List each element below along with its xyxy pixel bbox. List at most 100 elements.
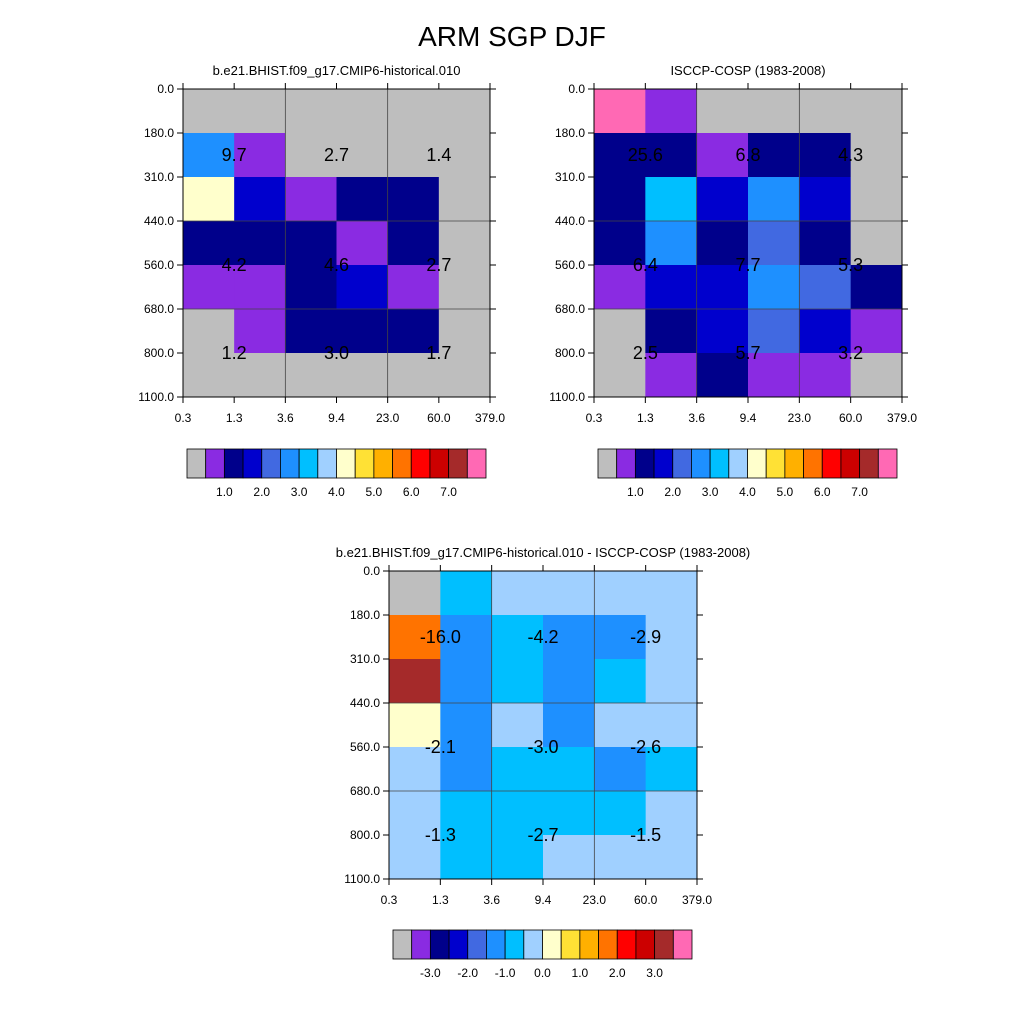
heatmap-cell <box>594 177 646 222</box>
colorbar-box <box>280 448 300 479</box>
heatmap-cell <box>285 265 337 310</box>
colorbar-box <box>672 929 693 960</box>
colorbar-box <box>765 448 786 479</box>
block-value-label: 25.6 <box>628 145 663 165</box>
heatmap-cell <box>748 265 800 310</box>
heatmap-cell <box>748 221 800 266</box>
block-value-label: 4.2 <box>222 255 247 275</box>
colorbar-box <box>223 448 244 479</box>
heatmap-cell <box>387 353 440 398</box>
colorbar-box <box>597 448 618 479</box>
heatmap-cell <box>543 835 595 880</box>
y-tick-label: 680.0 <box>144 302 174 316</box>
heatmap-cell <box>234 265 286 310</box>
colorbar-box <box>317 448 337 479</box>
heatmap-cell <box>748 177 800 222</box>
colorbar-box <box>616 448 636 479</box>
y-tick-label: 440.0 <box>350 696 380 710</box>
block-value-label: -1.5 <box>630 825 661 845</box>
y-tick-label: 0.0 <box>568 82 585 96</box>
block-value-label: -2.6 <box>630 737 661 757</box>
block-value-label: 9.7 <box>222 145 247 165</box>
heatmap-cell <box>799 133 852 178</box>
x-tick-label: 23.0 <box>788 411 812 425</box>
x-tick-label: 0.3 <box>381 893 398 907</box>
heatmap-cell <box>438 221 491 266</box>
heatmap-cell <box>183 177 235 222</box>
colorbar-label: 3.0 <box>702 485 719 499</box>
colorbar-label: 4.0 <box>328 485 345 499</box>
heatmap-panel-2: 0.0 180.0 310.0 440.0 560.0 680.0 800.0 1100.00… <box>549 63 917 499</box>
heatmap-cell <box>387 265 440 310</box>
heatmap-cell <box>594 703 647 748</box>
heatmap-cell <box>645 791 698 836</box>
colorbar-label: 0.0 <box>534 966 551 980</box>
heatmap-cell <box>799 89 852 134</box>
heatmap-cell <box>491 703 544 748</box>
x-tick-label: 60.0 <box>427 411 451 425</box>
y-tick-label: 560.0 <box>350 740 380 754</box>
colorbar-label: 1.0 <box>627 485 644 499</box>
colorbar-label: 2.0 <box>253 485 270 499</box>
colorbar-box <box>392 448 412 479</box>
colorbar-box <box>466 448 487 479</box>
heatmap-cell <box>645 571 698 616</box>
block-value-label: -2.1 <box>425 737 456 757</box>
heatmap-cell <box>234 221 286 266</box>
x-tick-label: 379.0 <box>682 893 712 907</box>
x-tick-label: 0.3 <box>586 411 603 425</box>
colorbar: 1.0 2.0 3.0 4.0 5.0 6.0 7.0 <box>186 448 487 499</box>
x-tick-label: 23.0 <box>376 411 400 425</box>
heatmap-cell <box>336 89 389 134</box>
colorbar-box <box>429 929 450 960</box>
heatmap-cell <box>850 133 903 178</box>
block-value-label: -2.9 <box>630 627 661 647</box>
heatmap-cell <box>594 353 646 398</box>
heatmap-cell <box>799 177 852 222</box>
heatmap-cell <box>594 265 646 310</box>
block-value-label: -16.0 <box>420 627 461 647</box>
colorbar-box <box>859 448 879 479</box>
y-tick-label: 680.0 <box>555 302 585 316</box>
heatmap-cell <box>440 571 493 616</box>
block-value-label: 1.7 <box>426 343 451 363</box>
heatmap-cell <box>336 133 389 178</box>
colorbar-box <box>448 448 468 479</box>
heatmap-cell <box>850 309 903 354</box>
block-value-label: 4.3 <box>838 145 863 165</box>
heatmap-cell <box>543 747 595 792</box>
heatmap-cell <box>389 659 441 704</box>
heatmap-cell <box>234 353 286 398</box>
heatmap-cell <box>440 791 493 836</box>
heatmap-cell <box>234 89 286 134</box>
heatmap-cell <box>645 177 698 222</box>
heatmap-cell <box>645 265 698 310</box>
heatmap-cell <box>491 571 544 616</box>
heatmap-cell <box>389 747 441 792</box>
heatmap-cell <box>438 133 491 178</box>
colorbar-label: 6.0 <box>814 485 831 499</box>
heatmap-cell <box>696 221 749 266</box>
block-value-label: 4.6 <box>324 255 349 275</box>
heatmap-cell <box>696 177 749 222</box>
colorbar-box <box>467 929 487 960</box>
block-value-label: -1.3 <box>425 825 456 845</box>
heatmap-cell <box>389 835 441 880</box>
heatmap-cell <box>491 835 544 880</box>
heatmap-cell <box>440 615 493 660</box>
heatmap-cell <box>336 221 389 266</box>
heatmap-cell <box>183 89 235 134</box>
heatmap-cell <box>336 309 389 354</box>
colorbar-box <box>579 929 599 960</box>
colorbar-box <box>504 929 525 960</box>
heatmap-cell <box>183 265 235 310</box>
heatmap-cell <box>387 177 440 222</box>
y-tick-label: 0.0 <box>363 564 380 578</box>
heatmap-cell <box>748 309 800 354</box>
heatmap-cell <box>234 177 286 222</box>
heatmap-cell <box>543 615 595 660</box>
heatmap-cell <box>387 309 440 354</box>
heatmap-cell <box>183 221 235 266</box>
colorbar: 1.0 2.0 3.0 4.0 5.0 6.0 7.0 <box>597 448 898 499</box>
